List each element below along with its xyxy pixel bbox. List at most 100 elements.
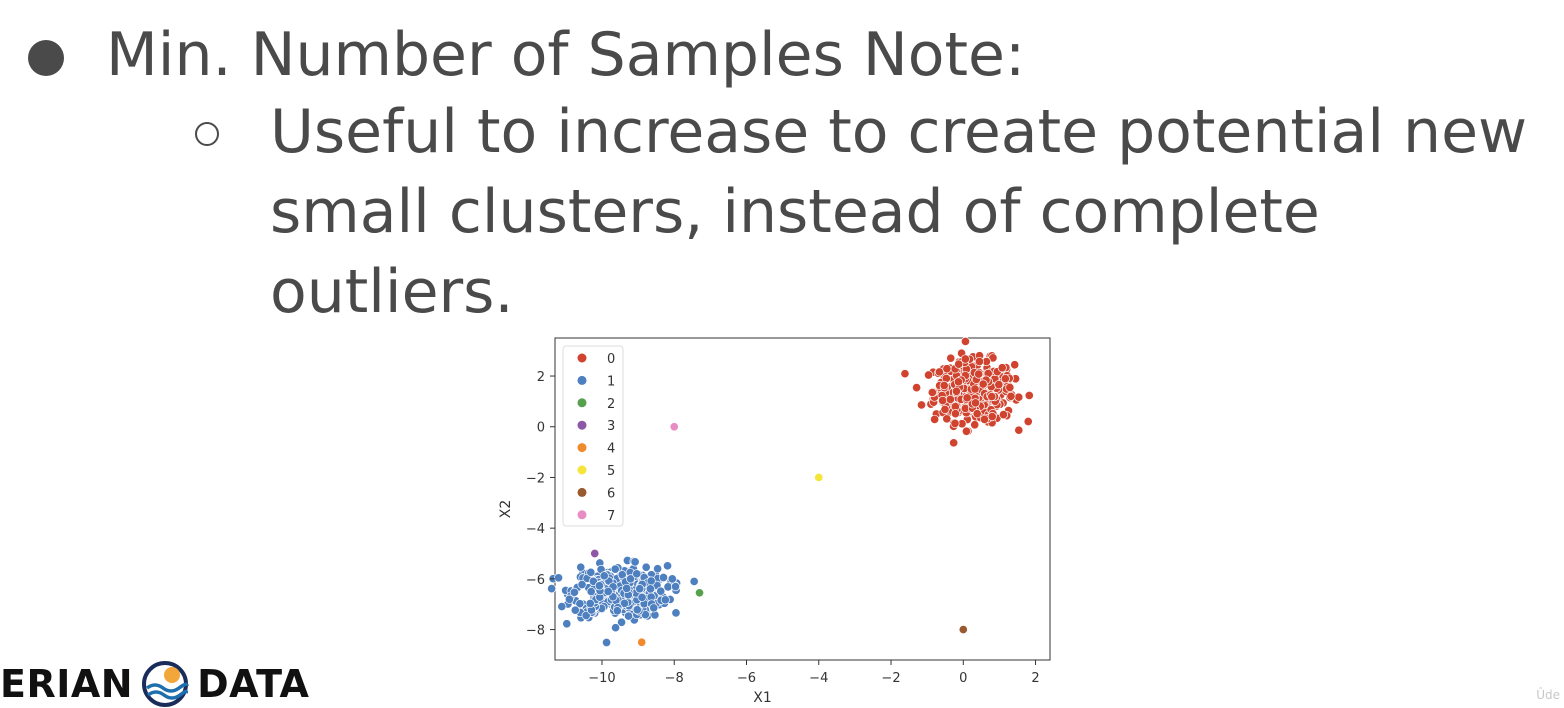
data-point-series-0 — [942, 364, 952, 374]
logo: ERIAN DATA — [0, 661, 310, 707]
legend-label-5: 5 — [607, 464, 615, 479]
data-point-series-0 — [1024, 390, 1034, 400]
data-point-series-1 — [612, 606, 622, 616]
data-point-series-0 — [954, 359, 964, 369]
x-tick-label: 2 — [1031, 671, 1039, 686]
data-point-series-0 — [960, 336, 970, 346]
data-point-series-0 — [974, 369, 984, 379]
legend-marker-0 — [577, 353, 587, 363]
legend-label-1: 1 — [607, 374, 615, 389]
legend-label-7: 7 — [607, 509, 615, 524]
data-point-series-0 — [934, 367, 944, 377]
data-point-series-0 — [945, 394, 955, 404]
y-tick-label: −6 — [526, 573, 545, 588]
data-point-series-0 — [1005, 382, 1015, 393]
bullet-sub-text: Useful to increase to create potential n… — [270, 97, 1528, 327]
data-point-series-1 — [637, 592, 647, 602]
data-point-series-0 — [970, 384, 980, 394]
data-point-series-1 — [611, 623, 621, 633]
data-point-series-0 — [938, 395, 948, 406]
data-point-series-0 — [1023, 416, 1033, 427]
data-point-series-1 — [562, 619, 572, 629]
data-point-series-1 — [594, 581, 604, 591]
data-point-series-1 — [575, 599, 585, 609]
data-point-series-1 — [557, 602, 567, 612]
data-point-series-1 — [662, 561, 673, 571]
data-point-series-0 — [972, 409, 982, 419]
data-point-series-1 — [569, 587, 579, 597]
data-point-series-1 — [622, 583, 632, 593]
data-point-series-1 — [603, 586, 613, 596]
data-point-series-0 — [998, 410, 1009, 420]
data-point-series-1 — [581, 610, 591, 621]
data-point-series-5 — [814, 472, 824, 482]
data-point-series-1 — [671, 608, 681, 618]
data-point-series-4 — [637, 637, 647, 647]
legend-label-2: 2 — [607, 397, 615, 412]
y-tick-label: −8 — [526, 624, 545, 639]
data-point-series-1 — [635, 584, 645, 594]
data-point-series-0 — [953, 377, 963, 387]
data-point-series-1 — [689, 576, 699, 587]
data-point-series-1 — [585, 598, 595, 609]
data-point-series-1 — [610, 564, 620, 574]
data-point-series-0 — [950, 418, 960, 428]
data-point-series-1 — [653, 564, 663, 574]
data-point-series-0 — [1006, 391, 1016, 401]
data-point-series-0 — [970, 398, 981, 408]
data-point-series-0 — [970, 420, 980, 430]
data-point-series-0 — [946, 353, 956, 363]
data-point-series-1 — [547, 584, 557, 594]
data-point-series-1 — [577, 580, 587, 590]
data-point-series-0 — [924, 370, 934, 380]
legend-marker-7 — [577, 510, 587, 520]
sub-bullet-circle — [195, 122, 219, 146]
data-point-series-0 — [942, 414, 952, 424]
data-point-series-1 — [632, 569, 642, 579]
legend-marker-4 — [577, 443, 587, 453]
x-tick-label: −2 — [881, 671, 900, 686]
data-point-series-6 — [958, 625, 968, 635]
y-tick-label: 2 — [537, 370, 545, 385]
data-point-series-1 — [626, 574, 636, 584]
data-point-series-1 — [586, 567, 596, 577]
data-point-series-0 — [962, 393, 972, 403]
data-point-series-1 — [670, 582, 681, 592]
data-point-series-0 — [979, 414, 990, 424]
x-tick-label: −8 — [665, 671, 684, 686]
data-point-series-0 — [974, 356, 984, 367]
data-point-series-3 — [590, 548, 600, 559]
data-point-series-0 — [900, 369, 910, 379]
data-point-series-1 — [646, 576, 656, 586]
bullet-dot — [28, 40, 64, 76]
y-axis-label: X2 — [498, 500, 514, 519]
x-tick-label: 0 — [959, 671, 967, 686]
data-point-series-0 — [1010, 360, 1020, 370]
data-point-series-1 — [667, 574, 677, 584]
data-point-series-2 — [694, 588, 705, 598]
y-tick-label: −2 — [526, 471, 545, 486]
data-point-series-0 — [912, 383, 922, 393]
legend-marker-2 — [577, 398, 587, 408]
data-point-series-1 — [649, 603, 659, 613]
data-point-series-0 — [916, 400, 927, 410]
data-point-series-0 — [960, 354, 970, 364]
data-point-series-0 — [939, 380, 949, 391]
logo-right-text: DATA — [197, 662, 310, 706]
legend-marker-3 — [577, 420, 587, 430]
data-point-series-1 — [656, 586, 666, 596]
data-point-series-0 — [961, 426, 971, 436]
legend-marker-1 — [577, 375, 587, 385]
legend-box — [562, 345, 624, 527]
logo-left-text: ERIAN — [0, 662, 134, 706]
data-point-series-0 — [950, 409, 961, 419]
data-point-series-1 — [658, 572, 669, 583]
x-tick-label: −4 — [809, 671, 828, 686]
legend-label-4: 4 — [607, 442, 615, 457]
legend-marker-6 — [577, 487, 587, 497]
x-axis-label: X1 — [753, 690, 772, 706]
data-point-series-0 — [997, 363, 1007, 373]
data-point-series-1 — [553, 573, 564, 583]
data-point-series-1 — [599, 571, 609, 581]
data-point-series-1 — [630, 557, 640, 567]
